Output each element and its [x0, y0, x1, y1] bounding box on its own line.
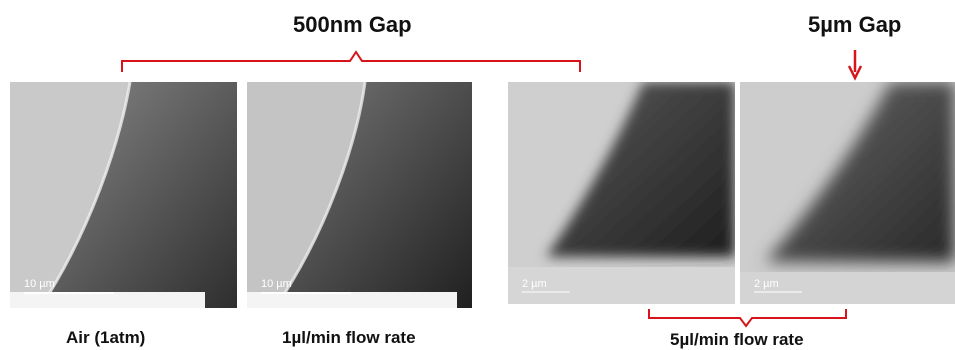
heading-5um-gap: 5µm Gap — [808, 12, 902, 37]
scale-bar-label: 10 µm — [261, 278, 292, 290]
micrograph-panel-air: 10 µm — [10, 82, 237, 308]
bracket-5ul-flow — [648, 309, 847, 328]
scale-bar-line — [24, 292, 114, 294]
scale-bar-line — [261, 292, 351, 294]
micrograph-panel-5ul-b: 2 µm — [740, 82, 955, 304]
micrograph-image-5ul-a — [508, 82, 735, 304]
scale-bar-line — [522, 291, 570, 293]
arrow-5um-head — [847, 65, 863, 81]
bracket-500nm — [121, 50, 581, 72]
scale-bar-label: 2 µm — [754, 278, 779, 290]
scale-bar-line — [754, 291, 802, 293]
micrograph-image-5ul-b — [740, 82, 955, 304]
scale-bar-label: 10 µm — [24, 278, 55, 290]
caption-air: Air (1atm) — [66, 328, 146, 347]
caption-5ul-flow: 5µl/min flow rate — [670, 330, 804, 349]
micrograph-panel-1ul: 10 µm — [247, 82, 472, 308]
micrograph-image-1ul — [247, 82, 472, 308]
caption-1ul-flow: 1µl/min flow rate — [282, 328, 416, 347]
scale-bar-label: 2 µm — [522, 278, 547, 290]
heading-500nm-gap: 500nm Gap — [293, 12, 412, 37]
micrograph-panel-5ul-a: 2 µm — [508, 82, 735, 304]
micrograph-image-air — [10, 82, 237, 308]
